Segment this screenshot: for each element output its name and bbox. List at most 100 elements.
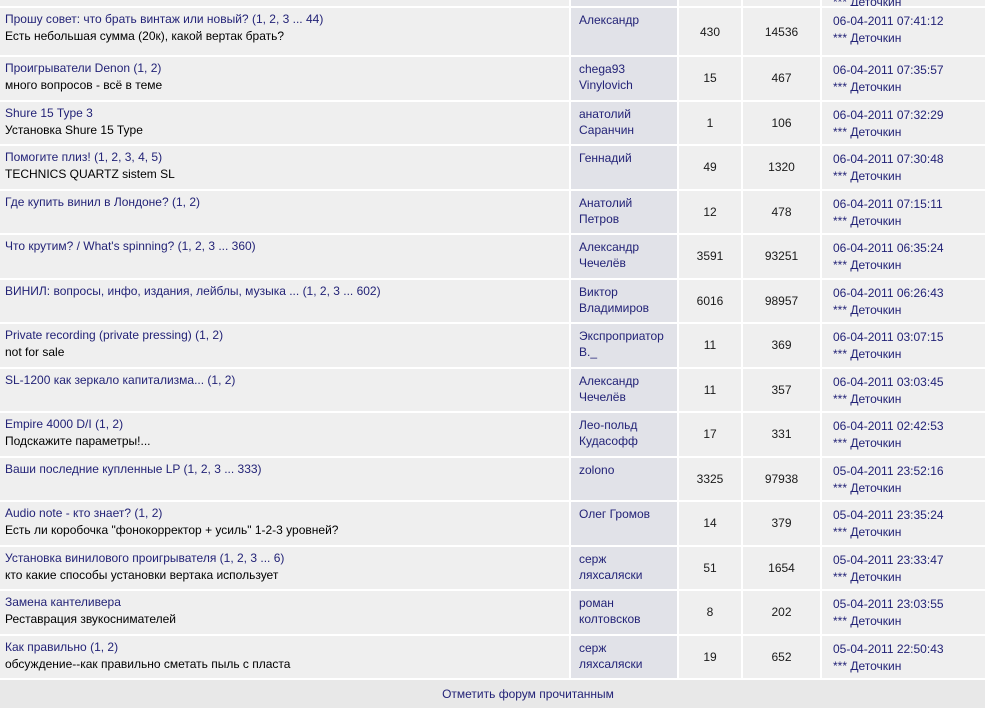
- topic-cell: Установка винилового проигрывателя (1, 2…: [0, 546, 571, 589]
- topic-pages-links[interactable]: (1, 2): [133, 61, 162, 75]
- topic-title-link[interactable]: Ваши последние купленные LP: [5, 461, 181, 476]
- topic-title-link[interactable]: Где купить винил в Лондоне?: [5, 194, 169, 209]
- last-poster-link[interactable]: *** Деточкин: [833, 436, 902, 450]
- topic-title-line: Ваши последние купленные LP (1, 2, 3 ...…: [5, 461, 563, 478]
- author-cell: серж ляхсаляски: [571, 635, 679, 678]
- author-cell: Виктор Владимиров: [571, 279, 679, 322]
- last-poster-link[interactable]: *** Деточкин: [833, 124, 902, 139]
- views-count: 93251: [764, 249, 799, 264]
- last-poster-link[interactable]: *** Деточкин: [833, 258, 902, 272]
- last-poster-link[interactable]: *** Деточкин: [833, 614, 902, 628]
- topic-author-link[interactable]: Александр: [579, 13, 640, 27]
- topic-pages-links[interactable]: (1, 2, 3 ... 602): [302, 283, 381, 298]
- author-cell: анатолий Саранчин: [571, 101, 679, 144]
- last-post-time: 05-04-2011 23:03:55: [833, 597, 944, 611]
- topic-title-link[interactable]: Что крутим? / What's spinning?: [5, 239, 175, 253]
- topic-author-link[interactable]: Александр Чечелёв: [579, 373, 640, 404]
- last-post-cell: 06-04-2011 06:35:24 *** Деточкин: [822, 235, 985, 278]
- topic-title-link[interactable]: Проигрыватели Denon: [5, 61, 131, 75]
- topic-pages-links[interactable]: (1, 2, 3 ... 333): [183, 461, 262, 476]
- topic-title-link[interactable]: Как правильно: [5, 639, 87, 654]
- views-cell: 467: [743, 57, 822, 100]
- topic-title-link[interactable]: Audio note - кто знает?: [5, 506, 132, 520]
- replies-cell: 49: [679, 146, 743, 189]
- replies-count: 51: [703, 560, 717, 575]
- topic-row: Ваши последние купленные LP (1, 2, 3 ...…: [0, 457, 985, 502]
- last-poster: *** Деточкин: [833, 79, 981, 96]
- topic-title-link[interactable]: SL-1200 как зеркало капитализма...: [5, 372, 205, 387]
- topic-title-line: Private recording (private pressing) (1,…: [5, 327, 563, 344]
- last-post-time: 06-04-2011 07:41:12: [833, 14, 944, 28]
- replies-cell: 11: [679, 368, 743, 411]
- topic-title-line: Установка винилового проигрывателя (1, 2…: [5, 550, 563, 567]
- last-post-time: 06-04-2011 07:32:29: [833, 107, 944, 122]
- topic-author-link[interactable]: серж ляхсаляски: [579, 551, 643, 582]
- topic-row: Проигрыватели Denon (1, 2) много вопросов…: [0, 57, 985, 102]
- topic-row: Замена кантеливера Реставрация звукоснима…: [0, 591, 985, 636]
- topic-author-link[interactable]: роман колтовсков: [579, 596, 641, 626]
- topic-cell: Empire 4000 D/I (1, 2) Подскажите парамет…: [0, 413, 571, 456]
- topic-title-link[interactable]: Shure 15 Type 3: [5, 105, 93, 120]
- topic-title-link[interactable]: ВИНИЛ: вопросы, инфо, издания, лейблы, м…: [5, 283, 300, 298]
- views-count: 331: [771, 427, 792, 442]
- topic-pages-links[interactable]: (1, 2, 3 ... 6): [219, 550, 285, 565]
- last-post-time: 06-04-2011 07:30:48: [833, 152, 944, 166]
- topic-title-line: Помогите плиз! (1, 2, 3, 4, 5): [5, 149, 563, 166]
- topic-author-link[interactable]: Лео-польд Кудасофф: [579, 418, 638, 448]
- topic-row: Empire 4000 D/I (1, 2) Подскажите парамет…: [0, 413, 985, 458]
- last-poster: *** Деточкин: [833, 613, 981, 630]
- last-poster-link[interactable]: *** Деточкин: [833, 0, 981, 6]
- replies-cell: [679, 0, 743, 6]
- topic-cell: Shure 15 Type 3 Установка Shure 15 Type: [0, 101, 571, 144]
- topic-pages-links[interactable]: (1, 2): [207, 372, 236, 387]
- last-poster-link[interactable]: *** Деточкин: [833, 480, 902, 495]
- topic-cell: Что крутим? / What's spinning? (1, 2, 3 …: [0, 235, 571, 278]
- topic-pages-links[interactable]: (1, 2, 3 ... 360): [177, 239, 256, 253]
- topic-pages-links[interactable]: (1, 2): [195, 328, 224, 342]
- replies-count: 3325: [696, 471, 724, 486]
- topic-rows-container: Прошу совет: что брать винтаж или новый?…: [0, 8, 985, 680]
- last-poster: *** Деточкин: [833, 480, 981, 497]
- topic-author-link[interactable]: Анатолий Петров: [579, 195, 633, 226]
- topic-pages-links[interactable]: (1, 2): [90, 639, 119, 654]
- topic-title-link[interactable]: Помогите плиз!: [5, 150, 91, 164]
- topic-title-link[interactable]: Установка винилового проигрывателя: [5, 550, 217, 565]
- last-poster-link[interactable]: *** Деточкин: [833, 347, 902, 361]
- last-poster-link[interactable]: *** Деточкин: [833, 169, 902, 183]
- topic-pages-links[interactable]: (1, 2): [95, 417, 124, 431]
- last-poster-link[interactable]: *** Деточкин: [833, 658, 902, 673]
- topic-author-link[interactable]: chega93 Vinylovich: [579, 62, 633, 92]
- last-post-cell: 05-04-2011 23:35:24 *** Деточкин: [822, 502, 985, 545]
- last-poster-link[interactable]: *** Деточкин: [833, 31, 902, 45]
- topic-author-link[interactable]: Экспроприатор В._: [579, 329, 664, 359]
- last-poster-link[interactable]: *** Деточкин: [833, 391, 902, 406]
- author-cell: Олег Громов: [571, 502, 679, 545]
- topic-title-link[interactable]: Замена кантеливера: [5, 595, 121, 609]
- topic-cell: Прошу совет: что брать винтаж или новый?…: [0, 8, 571, 55]
- last-post-cell: 06-04-2011 07:35:57 *** Деточкин: [822, 57, 985, 100]
- topic-author-link[interactable]: Виктор Владимиров: [579, 284, 650, 315]
- topic-pages-links[interactable]: (1, 2, 3 ... 44): [251, 12, 324, 26]
- views-cell: 202: [743, 591, 822, 634]
- topic-author-link[interactable]: Олег Громов: [579, 507, 651, 521]
- topic-title-link[interactable]: Empire 4000 D/I: [5, 417, 92, 431]
- last-poster-link[interactable]: *** Деточкин: [833, 525, 902, 539]
- last-poster-link[interactable]: *** Деточкин: [833, 213, 902, 228]
- last-poster-link[interactable]: *** Деточкин: [833, 569, 902, 584]
- topic-author-link[interactable]: анатолий Саранчин: [579, 106, 635, 137]
- mark-forum-read-link[interactable]: Отметить форум прочитанным: [442, 687, 614, 701]
- topic-author-link[interactable]: серж ляхсаляски: [579, 640, 643, 671]
- replies-count: 15: [703, 71, 717, 86]
- last-post-cell: 06-04-2011 07:30:48 *** Деточкин: [822, 146, 985, 189]
- topic-author-link[interactable]: Александр Чечелёв: [579, 240, 640, 270]
- topic-pages-links[interactable]: (1, 2): [172, 194, 201, 209]
- topic-pages-links[interactable]: (1, 2): [134, 506, 163, 520]
- topic-author-link[interactable]: Геннадий: [579, 151, 632, 165]
- last-poster-link[interactable]: *** Деточкин: [833, 302, 902, 317]
- last-poster-link[interactable]: *** Деточкин: [833, 80, 902, 94]
- topic-title-link[interactable]: Private recording (private pressing): [5, 328, 192, 342]
- topic-pages-links[interactable]: (1, 2, 3, 4, 5): [94, 150, 163, 164]
- topic-row: Установка винилового проигрывателя (1, 2…: [0, 546, 985, 591]
- topic-author-link[interactable]: zolono: [579, 462, 615, 477]
- topic-title-link[interactable]: Прошу совет: что брать винтаж или новый?: [5, 12, 249, 26]
